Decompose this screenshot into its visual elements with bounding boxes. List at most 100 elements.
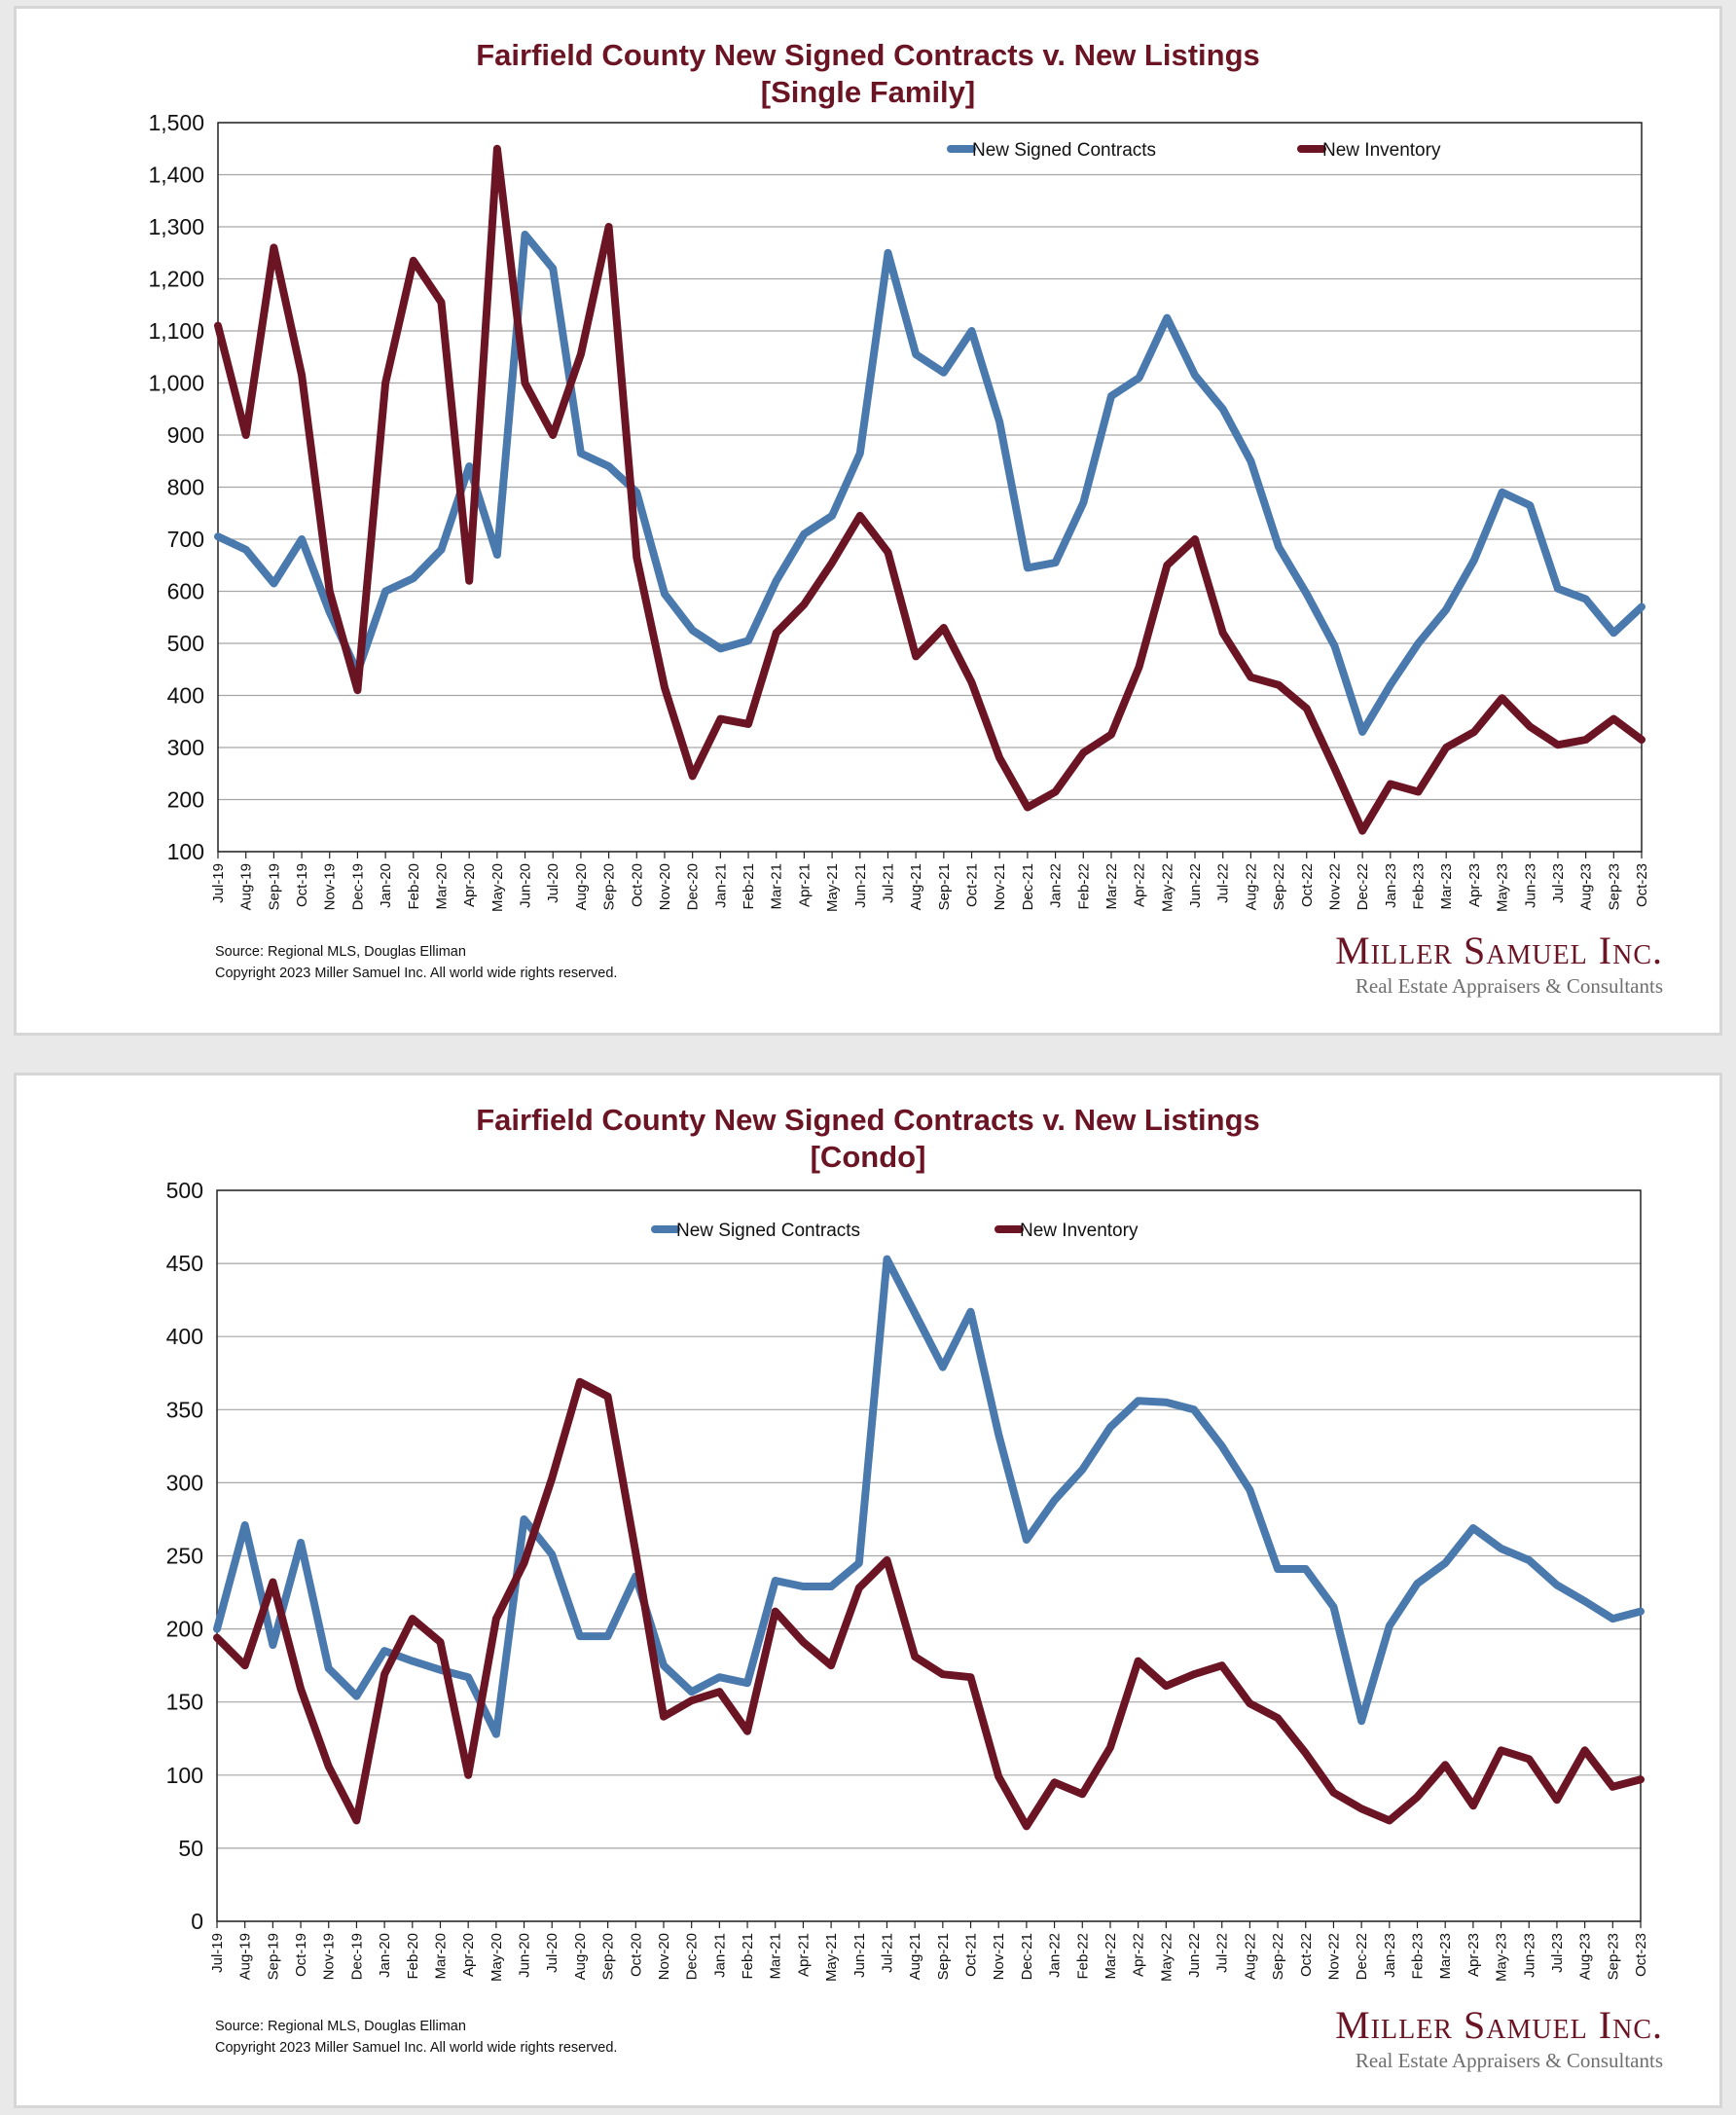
x-tick-label: Jan-22 <box>1047 1933 1064 1978</box>
condo-line-chart: 0 50 100 150 200 250 300 350 400 450 500 Jul-19 Aug-… <box>166 1178 1649 1982</box>
x-tick-label: May-21 <box>823 1933 840 1982</box>
y-tick-label: 100 <box>167 839 204 864</box>
y-tick-label: 1,100 <box>148 318 204 344</box>
x-tick-label: Jan-20 <box>378 863 394 908</box>
y-tick-label: 400 <box>167 683 204 709</box>
x-tick-label: Jun-21 <box>852 863 869 908</box>
x-tick-label: Mar-20 <box>433 863 450 910</box>
x-tick-label: Dec-19 <box>349 863 366 910</box>
x-tick-label: May-22 <box>1158 1933 1175 1982</box>
x-tick-label: Dec-22 <box>1355 863 1371 910</box>
x-tick-label: Sep-23 <box>1606 863 1622 910</box>
x-tick-label: Sep-20 <box>601 863 618 910</box>
x-tick-label: Mar-22 <box>1103 863 1120 910</box>
x-tick-label: Dec-20 <box>684 1933 701 1980</box>
company-logo: Miller Samuel Inc. Real Estate Appraiser… <box>1335 2004 1663 2074</box>
x-tick-label: Oct-21 <box>964 863 981 907</box>
x-tick-label: Jan-22 <box>1048 863 1065 908</box>
chart-title-line2: [Single Family] <box>760 75 976 109</box>
x-tick-label: Aug-19 <box>237 1933 254 1980</box>
y-tick-label: 500 <box>167 631 204 656</box>
x-tick-label: Aug-23 <box>1577 1933 1594 1980</box>
y-tick-label: 300 <box>167 735 204 760</box>
x-tick-label: Nov-22 <box>1325 1933 1342 1980</box>
x-tick-label: Feb-20 <box>405 1933 421 1980</box>
x-tick-label: Jul-21 <box>880 863 896 903</box>
x-tick-label: Feb-22 <box>1075 863 1092 910</box>
y-tick-label: 350 <box>166 1397 203 1422</box>
logo-tagline: Real Estate Appraisers & Consultants <box>1355 974 1663 998</box>
x-tick-label: Dec-21 <box>1019 1933 1035 1980</box>
y-tick-label: 200 <box>166 1617 203 1642</box>
x-tick-label: Jul-21 <box>879 1933 895 1973</box>
x-tick-label: Mar-21 <box>769 863 785 910</box>
y-tick-label: 1,300 <box>148 214 204 239</box>
logo-name: Miller Samuel Inc. <box>1335 2003 1663 2047</box>
x-tick-label: Jun-20 <box>518 863 534 908</box>
y-tick-label: 300 <box>166 1470 203 1495</box>
x-tick-label: Sep-21 <box>936 863 953 910</box>
y-tick-label: 900 <box>167 422 204 448</box>
x-tick-label: May-22 <box>1159 863 1175 912</box>
x-tick-label: Mar-23 <box>1438 863 1455 910</box>
y-tick-label: 50 <box>178 1836 203 1861</box>
x-tick-label: Dec-19 <box>348 1933 365 1980</box>
legend-label: New Signed Contracts <box>676 1221 860 1241</box>
x-tick-label: Jun-22 <box>1187 863 1204 908</box>
series-line-new-signed-contracts <box>213 1255 1645 1738</box>
legend-label: New Inventory <box>1322 140 1441 161</box>
source-note: Source: Regional MLS, Douglas Elliman Co… <box>215 2016 617 2059</box>
chart-title: Fairfield County New Signed Contracts v.… <box>17 37 1719 111</box>
x-tick-label: Aug-20 <box>573 863 590 910</box>
x-tick-label: Jul-20 <box>545 863 561 903</box>
x-tick-label: Jul-19 <box>210 863 227 903</box>
x-tick-label: Oct-23 <box>1633 1933 1649 1977</box>
x-tick-label: Feb-23 <box>1410 1933 1427 1980</box>
x-tick-label: Apr-20 <box>461 863 478 907</box>
x-tick-label: Jul-22 <box>1214 1933 1231 1973</box>
x-tick-label: Nov-21 <box>991 1933 1007 1980</box>
y-tick-label: 100 <box>166 1763 203 1788</box>
chart-title-line2: [Condo] <box>810 1140 926 1174</box>
x-tick-label: Apr-22 <box>1132 863 1148 907</box>
x-tick-label: May-23 <box>1495 863 1511 912</box>
y-tick-label: 200 <box>167 787 204 813</box>
x-tick-label: Jul-22 <box>1215 863 1232 903</box>
x-tick-label: Aug-21 <box>908 863 924 910</box>
y-tick-label: 1,500 <box>148 110 204 135</box>
x-tick-label: Oct-22 <box>1298 1933 1315 1977</box>
x-tick-label: Aug-21 <box>907 1933 923 1980</box>
chart-title-line1: Fairfield County New Signed Contracts v.… <box>476 38 1260 72</box>
y-tick-label: 500 <box>166 1178 203 1203</box>
chart-title-line1: Fairfield County New Signed Contracts v.… <box>476 1103 1260 1137</box>
x-tick-label: Jul-23 <box>1550 863 1567 903</box>
x-tick-label: Apr-23 <box>1466 863 1483 907</box>
x-tick-label: Oct-19 <box>294 863 310 907</box>
x-tick-label: Apr-21 <box>795 1933 812 1977</box>
x-tick-label: Nov-21 <box>992 863 1008 910</box>
series-line-new-inventory <box>213 1377 1645 1831</box>
x-tick-label: May-20 <box>489 863 506 912</box>
y-tick-label: 250 <box>166 1544 203 1569</box>
x-tick-label: Oct-20 <box>628 1933 644 1977</box>
y-tick-label: 0 <box>191 1909 203 1934</box>
x-tick-label: Sep-23 <box>1605 1933 1621 1980</box>
x-tick-label: Aug-23 <box>1578 863 1595 910</box>
y-tick-label: 1,000 <box>148 371 204 396</box>
x-tick-label: Feb-22 <box>1074 1933 1091 1980</box>
legend-label: New Signed Contracts <box>972 140 1156 161</box>
x-tick-label: Nov-19 <box>321 1933 338 1980</box>
single-family-line-chart: 100 200 300 400 500 600 700 800 900 1,000 1,100 1,2… <box>148 110 1650 912</box>
company-logo: Miller Samuel Inc. Real Estate Appraiser… <box>1335 930 1663 1000</box>
x-tick-label: Mar-20 <box>432 1933 449 1980</box>
y-tick-label: 1,200 <box>148 267 204 292</box>
logo-tagline: Real Estate Appraisers & Consultants <box>1355 2049 1663 2072</box>
x-tick-label: Apr-20 <box>460 1933 477 1977</box>
x-tick-label: Sep-20 <box>600 1933 617 1980</box>
x-tick-label: Jan-23 <box>1383 863 1399 908</box>
x-tick-label: Jul-19 <box>209 1933 226 1973</box>
x-tick-label: Mar-23 <box>1437 1933 1454 1980</box>
y-tick-label: 600 <box>167 579 204 604</box>
x-tick-label: Sep-19 <box>266 863 282 910</box>
x-tick-label: Oct-19 <box>293 1933 309 1977</box>
